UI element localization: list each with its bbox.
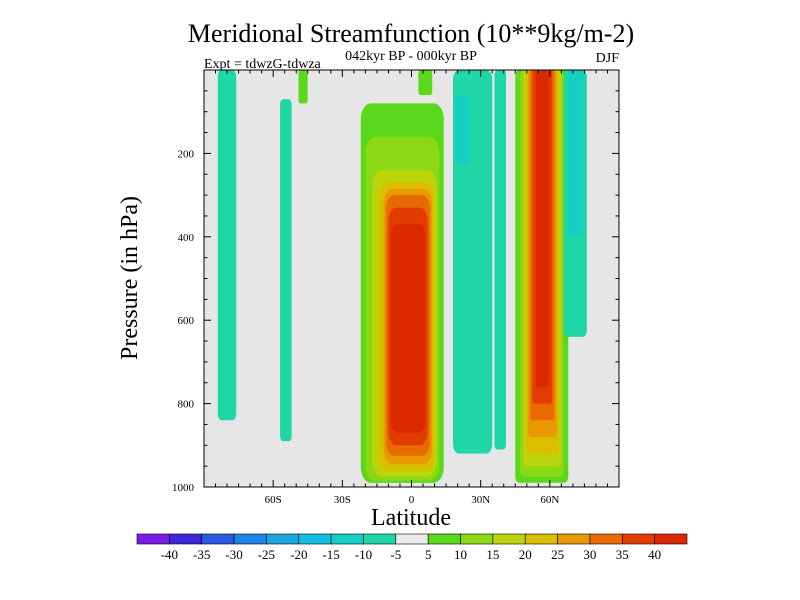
contour-region-pos40-7 <box>390 224 426 433</box>
experiment-label: Expt = tdwzG-tdwza <box>204 57 322 72</box>
colorbar-swatch <box>169 533 203 545</box>
colorbar-swatch <box>233 533 267 545</box>
colorbar-swatch <box>363 533 397 545</box>
contour-region-neg5-18 <box>217 70 237 421</box>
colorbar-swatch <box>201 533 235 545</box>
y-tick-label: 400 <box>178 232 195 244</box>
y-axis-label: Pressure (in hPa) <box>117 196 143 360</box>
x-tick-label: 60N <box>540 494 559 506</box>
colorbar-label: 10 <box>454 547 467 562</box>
colorbar-label: 25 <box>551 547 564 562</box>
chart-title: Meridional Streamfunction (10**9kg/m-2) <box>188 19 634 48</box>
colorbar-label: 20 <box>519 547 532 562</box>
colorbar-label: 5 <box>425 547 432 562</box>
contour-fills <box>217 70 587 483</box>
contour-region-neg10-23 <box>455 95 470 166</box>
x-tick-label: 30S <box>334 494 351 506</box>
contour-region-pos40-15 <box>536 70 549 387</box>
contour-region-pos5-16 <box>298 70 308 104</box>
colorbar-label: -20 <box>290 547 307 562</box>
colorbar-label: -15 <box>322 547 339 562</box>
chart-subtitle: 042kyr BP - 000kyr BP <box>345 49 477 64</box>
colorbar-label: 40 <box>648 547 661 562</box>
colorbar-swatch <box>589 533 623 545</box>
colorbar-swatch <box>298 533 332 545</box>
axis-ticks: 60S 30S 0 30N 60N 200 400 600 800 1000 <box>172 70 619 506</box>
colorbar-swatch <box>266 533 300 545</box>
y-tick-label: 600 <box>178 315 195 327</box>
colorbar-swatch <box>557 533 591 545</box>
colorbar-label: 15 <box>486 547 499 562</box>
contour-region-pos5-17 <box>418 70 433 95</box>
colorbar-label: -30 <box>225 547 242 562</box>
colorbar-label: -5 <box>390 547 401 562</box>
contour-region-neg5-21 <box>494 70 506 450</box>
colorbar-swatch <box>136 533 170 545</box>
colorbar-label: -10 <box>355 547 372 562</box>
y-tick-label: 200 <box>178 148 195 160</box>
contour-region-neg5-19 <box>280 99 292 442</box>
colorbar-label: -25 <box>258 547 275 562</box>
colorbar-label: -35 <box>193 547 210 562</box>
plot-area: 60S 30S 0 30N 60N 200 400 600 800 1000 <box>172 69 620 506</box>
colorbar-swatch <box>427 533 461 545</box>
season-label: DJF <box>596 51 620 66</box>
colorbar: -40 -35 -30 -25 -20 -15 -10 -5 5 10 15 20 25 30 35 40 <box>136 533 688 562</box>
x-tick-label: 60S <box>265 494 282 506</box>
y-tick-label: 800 <box>178 399 195 411</box>
colorbar-swatch <box>395 533 429 545</box>
colorbar-swatch <box>330 533 364 545</box>
colorbar-swatch <box>492 533 526 545</box>
colorbar-swatch <box>654 533 688 545</box>
x-tick-label: 30N <box>471 494 490 506</box>
x-axis-label: Latitude <box>371 505 451 531</box>
colorbar-swatch <box>621 533 655 545</box>
colorbar-swatch <box>524 533 558 545</box>
colorbar-label: -40 <box>161 547 178 562</box>
colorbar-label: 30 <box>583 547 596 562</box>
colorbar-swatch <box>460 533 494 545</box>
colorbar-label: 35 <box>616 547 629 562</box>
contour-region-neg10-24 <box>568 70 583 237</box>
y-tick-label: 1000 <box>172 482 195 494</box>
x-tick-label: 0 <box>409 494 415 506</box>
